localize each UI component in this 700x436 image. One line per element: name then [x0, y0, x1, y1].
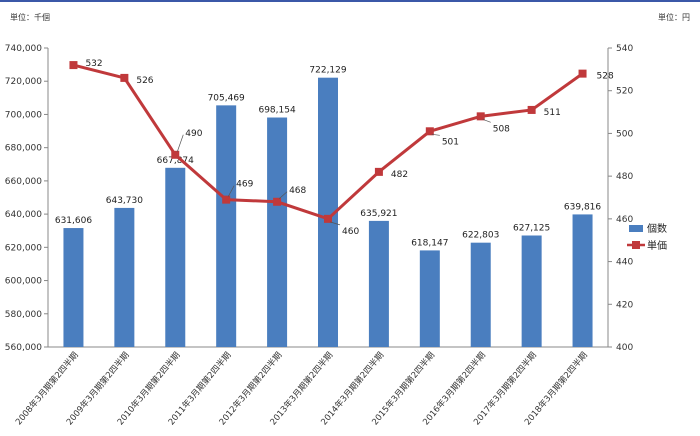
- line-value-label: 460: [342, 227, 359, 237]
- right-unit-label: 単位：円: [658, 12, 690, 22]
- bar: [470, 242, 491, 347]
- line-value-label: 532: [85, 59, 102, 69]
- bar-series: 631,606 643,730 667,874 705,469 698,154 722,1…: [55, 66, 601, 347]
- line-value-label: 528: [597, 72, 614, 82]
- bar: [114, 207, 135, 347]
- left-tick-label: 680,000: [5, 144, 42, 154]
- line-value-label: 469: [236, 180, 253, 190]
- bar: [267, 117, 288, 347]
- left-tick-label: 600,000: [5, 277, 42, 287]
- line-label-leader: [431, 133, 440, 136]
- left-unit-label: 単位：千個: [10, 12, 50, 22]
- bar: [165, 167, 186, 347]
- line-marker: [120, 73, 129, 82]
- line-value-label: 482: [391, 170, 408, 180]
- legend-label-bar: 個数: [647, 222, 667, 235]
- line-value-label: 526: [136, 76, 153, 86]
- right-axis-ticks: 400 420 440 460 480 500 520 540: [608, 44, 633, 353]
- line-value-label: 490: [185, 129, 202, 139]
- bar: [419, 250, 440, 347]
- right-tick-label: 440: [616, 258, 633, 268]
- bar: [63, 228, 84, 347]
- x-axis-ticks: 2008年3月期第2四半期2009年3月期第2四半期2010年3月期第2四半期2…: [13, 350, 590, 428]
- line-marker: [69, 61, 78, 70]
- line-marker: [578, 69, 587, 78]
- line-marker: [171, 150, 180, 159]
- line-series: 532 526 490 469 468 460 482 501 508 511 528: [69, 59, 614, 237]
- left-axis-ticks: 560,000 580,000 600,000 620,000 640,000 660,0…: [5, 44, 48, 353]
- bar-value-label: 722,129: [309, 66, 346, 76]
- legend-swatch-bar: [629, 225, 643, 232]
- bar-value-label: 643,730: [106, 196, 143, 206]
- bar-value-label: 698,154: [258, 106, 295, 116]
- left-tick-label: 740,000: [5, 44, 42, 54]
- bar-value-label: 618,147: [411, 238, 448, 248]
- line-marker: [527, 105, 536, 114]
- line-value-label: 511: [544, 108, 561, 118]
- left-tick-label: 720,000: [5, 77, 42, 87]
- bar-value-label: 635,921: [360, 209, 397, 219]
- left-tick-label: 700,000: [5, 110, 42, 120]
- bar: [368, 220, 389, 347]
- line-marker: [273, 197, 282, 206]
- right-tick-label: 500: [616, 129, 633, 139]
- bar-value-label: 667,874: [157, 156, 194, 166]
- right-tick-label: 480: [616, 172, 633, 182]
- line-label-leader: [482, 119, 491, 123]
- legend-label-line: 単価: [647, 239, 667, 252]
- bar-value-label: 631,606: [55, 216, 92, 226]
- right-tick-label: 420: [616, 300, 633, 310]
- right-tick-label: 520: [616, 87, 633, 97]
- line-value-label: 468: [289, 186, 306, 196]
- line-marker: [222, 195, 231, 204]
- right-tick-label: 460: [616, 215, 633, 225]
- line-value-label: 508: [493, 124, 510, 134]
- left-tick-label: 580,000: [5, 310, 42, 320]
- line-marker: [425, 127, 434, 136]
- header-rule: [0, 0, 700, 2]
- legend-swatch-marker: [632, 241, 640, 249]
- bar-value-label: 627,125: [513, 223, 550, 233]
- left-tick-label: 640,000: [5, 210, 42, 220]
- line-marker: [324, 214, 332, 223]
- bar-value-label: 705,469: [208, 93, 245, 103]
- bar: [572, 214, 593, 347]
- right-tick-label: 400: [616, 343, 633, 353]
- left-tick-label: 660,000: [5, 177, 42, 187]
- right-tick-label: 540: [616, 44, 633, 54]
- line-label-leader: [176, 134, 184, 152]
- bar: [318, 77, 338, 347]
- line-marker: [374, 167, 383, 176]
- bar: [216, 105, 237, 347]
- line-label-leader: [329, 221, 341, 226]
- bar-value-label: 622,803: [462, 231, 499, 241]
- bar-value-label: 639,816: [564, 202, 601, 212]
- legend: 個数 単価: [627, 222, 667, 252]
- bar: [521, 235, 542, 347]
- left-tick-label: 560,000: [5, 343, 42, 353]
- line-label-leader: [227, 185, 235, 197]
- line-marker: [476, 112, 485, 121]
- left-tick-label: 620,000: [5, 243, 42, 253]
- line-label-leader: [278, 191, 288, 200]
- line-value-label: 501: [442, 137, 459, 147]
